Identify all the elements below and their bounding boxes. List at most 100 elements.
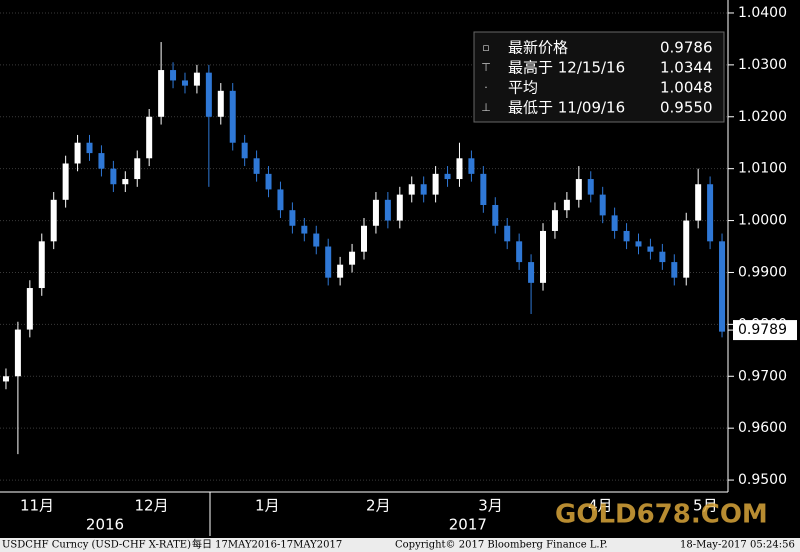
candle-body: [384, 199, 391, 221]
candle-body: [289, 210, 296, 226]
candle-body: [647, 246, 654, 252]
legend-value: 1.0048: [660, 79, 713, 97]
candle-body: [134, 158, 141, 180]
candle-body: [468, 158, 475, 174]
legend-label: 最高于 12/15/16: [508, 59, 625, 77]
year-label: 2016: [86, 516, 124, 534]
x-tick-label: 4月: [588, 497, 613, 515]
candle-body: [540, 230, 547, 283]
candle-body: [480, 173, 487, 205]
candle-body: [575, 179, 582, 200]
x-tick-label: 3月: [478, 497, 503, 515]
y-tick-label: 1.0200: [738, 109, 787, 125]
candle-body: [325, 246, 332, 278]
x-tick-label: 2月: [366, 497, 391, 515]
candle-body: [241, 142, 248, 159]
candle-body: [2, 376, 9, 382]
footer-bar: [0, 538, 800, 552]
candle-body: [26, 288, 33, 330]
candle-body: [253, 158, 260, 174]
y-tick-label: 1.0400: [738, 5, 787, 21]
candle-body: [456, 158, 463, 180]
candle-body: [444, 173, 451, 180]
candle-body: [659, 251, 666, 263]
footer-text: 18-May-2017 05:24:56: [680, 540, 795, 551]
candle-body: [587, 179, 594, 195]
candle-body: [492, 205, 499, 226]
candle-body: [599, 194, 606, 216]
candle-body: [504, 225, 511, 242]
candle-body: [62, 163, 69, 200]
footer-text: USDCHF Curncy (USD-CHF X-RATE): [2, 540, 191, 551]
y-tick-label: 0.9500: [738, 472, 787, 488]
candle-body: [38, 241, 45, 289]
x-tick-label: 5月: [693, 497, 718, 515]
candle-body: [396, 194, 403, 221]
candle-body: [229, 90, 236, 143]
legend-label: 最新价格: [508, 39, 568, 57]
candle-body: [181, 80, 188, 86]
candle-body: [265, 173, 272, 190]
candle-body: [110, 168, 117, 185]
candle-body: [432, 173, 439, 195]
candle-body: [122, 179, 129, 185]
candle-body: [671, 262, 678, 278]
candle-body: [86, 142, 93, 154]
legend-value: 0.9786: [660, 39, 713, 57]
candle-body: [695, 184, 702, 221]
candle-body: [337, 264, 344, 278]
candle-body: [146, 116, 153, 159]
candle-body: [372, 199, 379, 226]
legend-box: [473, 31, 725, 123]
legend-icon: ▫: [482, 41, 489, 54]
y-tick-label: 1.0000: [738, 213, 787, 229]
candle-body: [611, 215, 618, 231]
y-tick-label: 0.9900: [738, 264, 787, 280]
candle-body: [683, 220, 690, 278]
legend-label: 最低于 11/09/16: [508, 99, 625, 117]
year-label: 2017: [449, 516, 487, 534]
candle-body: [301, 225, 308, 234]
y-tick-label: 0.9600: [738, 420, 787, 436]
x-tick-label: 12月: [135, 497, 169, 515]
candle-body: [349, 251, 356, 265]
candle-body: [74, 142, 81, 164]
candle-body: [50, 199, 57, 242]
legend-label: 平均: [508, 79, 538, 97]
legend-icon: ⊤: [481, 61, 491, 74]
y-tick-label: 1.0300: [738, 57, 787, 73]
legend-icon: ⊥: [481, 101, 491, 114]
footer-text: Copyright© 2017 Bloomberg Finance L.P.: [395, 540, 608, 551]
candle-body: [563, 199, 570, 211]
candle-body: [551, 210, 558, 231]
watermark: GOLD678.COM: [555, 500, 768, 530]
candle-body: [193, 72, 200, 86]
candle-body: [313, 233, 320, 247]
last-price-label: 0.9789: [738, 322, 787, 338]
x-tick-label: 11月: [20, 497, 54, 515]
candle-body: [719, 241, 726, 332]
candle-body: [528, 262, 535, 283]
candle-body: [408, 184, 415, 195]
candle-body: [277, 189, 284, 211]
candle-body: [205, 72, 212, 117]
candle-body: [14, 329, 21, 377]
candle-body: [635, 241, 642, 247]
last-price-box: [733, 320, 797, 341]
legend-value: 1.0344: [660, 59, 713, 77]
candle-body: [707, 184, 714, 242]
candle-body: [420, 184, 427, 195]
y-tick-label: 0.9700: [738, 368, 787, 384]
x-tick-label: 1月: [255, 497, 280, 515]
candle-body: [158, 70, 165, 117]
candle-body: [361, 225, 367, 252]
candle-body: [516, 241, 523, 263]
y-tick-label: 1.0100: [738, 161, 787, 177]
candle-body: [623, 230, 630, 242]
candle-body: [170, 70, 177, 81]
legend-icon: ·: [484, 81, 488, 94]
footer-text: 每日 17MAY2016-17MAY2017: [192, 538, 342, 551]
candle-body: [217, 90, 224, 117]
candle-body: [98, 153, 105, 169]
